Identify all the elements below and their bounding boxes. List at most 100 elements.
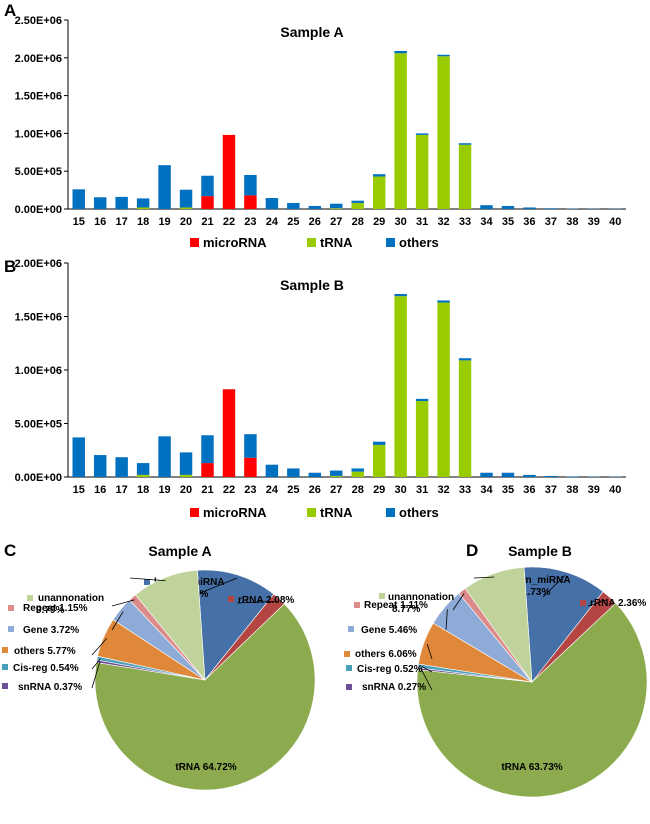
pie-c-leader-repeat	[111, 599, 135, 607]
chart-b-bar-others	[158, 436, 171, 477]
chart-a-bar-others	[437, 54, 450, 57]
chart-b-x-tick-label: 21	[201, 484, 213, 496]
chart-b-bar-others	[201, 435, 214, 464]
chart-a-x-tick-label: 17	[116, 216, 128, 228]
chart-a-x-tick-label: 38	[566, 216, 578, 228]
pie-d-pct-known-mirna: 11.73%	[517, 587, 550, 598]
pie-c-leader-snrna	[91, 661, 101, 689]
chart-b-x-tick-label: 32	[437, 484, 449, 496]
pie-c-slice-trna	[94, 603, 316, 791]
legend-a-others-label: others	[399, 235, 439, 250]
legend-a-microrna-swatch	[190, 238, 199, 247]
pie-d-label-known-mirna: known_miRNA	[500, 575, 571, 586]
pie-d-slice-trna	[416, 602, 648, 798]
chart-b-bar-microrna	[201, 463, 214, 477]
panel-letter-b: B	[4, 257, 16, 276]
chart-a-x-tick-label: 39	[588, 216, 600, 228]
chart-b-bar-others	[330, 470, 343, 476]
pie-d-label-others: others 6.06%	[355, 649, 417, 660]
chart-a-bar-others	[308, 205, 322, 209]
chart-a-x-tick-label: 15	[73, 216, 85, 228]
chart-b-x-tick-label: 37	[545, 484, 557, 496]
chart-a-x-tick-label: 37	[545, 216, 557, 228]
chart-b-bar-trna	[415, 401, 429, 477]
chart-a-bar-others	[544, 208, 558, 209]
chart-b-x-tick-label: 33	[459, 484, 471, 496]
pie-c-swatch-rrna	[228, 596, 234, 602]
legend-a-trna-swatch	[307, 238, 316, 247]
chart-b-bar-trna	[394, 296, 407, 477]
chart-a-x-tick-label: 25	[287, 216, 299, 228]
chart-b-bar-others	[480, 472, 493, 477]
chart-b-bar-others	[244, 434, 257, 458]
chart-a-bar-others	[244, 174, 257, 196]
chart-b-bar-trna	[179, 474, 193, 477]
legend-a-microrna-label: microRNA	[203, 235, 267, 250]
chart-a-bar-others	[330, 203, 343, 209]
chart-b-y-tick-label: 5.00E+05	[15, 419, 62, 431]
pie-c-leader-others	[91, 638, 107, 656]
pie-d-label-unannonation: unannonation	[388, 592, 454, 603]
chart-a-x-tick-label: 40	[609, 216, 621, 228]
chart-b-y-tick-label: 1.50E+06	[15, 312, 62, 324]
chart-a-bar-others	[201, 175, 214, 197]
chart-b-y-tick-label: 0.00E+00	[15, 472, 62, 484]
pie-c-swatch-unannonation	[27, 595, 33, 601]
pie-d-leader-cis-reg	[421, 665, 433, 673]
legend-a-others-swatch	[386, 238, 395, 247]
chart-a-x-tick-label: 32	[437, 216, 449, 228]
chart-a-bar-others	[523, 207, 536, 209]
chart-a-bar-microrna	[244, 195, 257, 209]
legend-b-microrna-swatch	[190, 508, 199, 517]
pie-d-swatch-repeat	[354, 602, 360, 608]
chart-b-bar-others	[566, 476, 579, 477]
chart-b-bar-trna	[458, 360, 472, 477]
chart-a-x-tick-label: 20	[180, 216, 192, 228]
chart-b-bar-others	[72, 437, 85, 477]
chart-b-bar-others	[265, 464, 279, 477]
pie-d-label-repeat: Repeat 1.11%	[364, 600, 428, 611]
legend-b-others-swatch	[386, 508, 395, 517]
chart-b-bar-microrna	[222, 389, 236, 477]
pie-d-label-cis-reg: Cis-reg 0.52%	[357, 664, 423, 675]
legend-b-others-label: others	[399, 505, 439, 520]
chart-b-y-tick-label: 2.00E+06	[15, 258, 62, 270]
chart-b-bar-others	[394, 294, 407, 297]
chart-a-x-tick-label: 30	[395, 216, 407, 228]
chart-b-plot: 0.00E+00 5.00E+05 1.00E+06 1.50E+06 2.00E+06…	[15, 258, 626, 496]
chart-a-y-tick-label: 1.00E+06	[15, 128, 62, 140]
pie-c-slice-unannonation	[135, 569, 206, 681]
legend-b-microrna-label: microRNA	[203, 505, 267, 520]
pie-d-pct-unannonation: 8.77%	[392, 604, 420, 615]
chart-a-plot: 0.00E+00 5.00E+05 1.00E+06 1.50E+06 2.00E+06…	[15, 15, 626, 228]
chart-a-bar-others	[93, 197, 107, 209]
pie-d-slice-unannonation	[464, 566, 533, 684]
pie-c-pct-unannonation: 9.79%	[36, 605, 64, 616]
pie-c-slice-known-mirna	[197, 569, 275, 681]
chart-b-bar-others	[136, 463, 150, 475]
pie-c-swatch-gene	[8, 626, 14, 632]
chart-b-x-tick-label: 29	[373, 484, 385, 496]
pie-c-label-cis-reg: Cis-reg 0.54%	[13, 663, 79, 674]
chart-b-bar-trna	[372, 444, 386, 477]
chart-a-bar-others	[179, 189, 193, 208]
pie-d-leader-rrna	[587, 599, 608, 607]
chart-b-x-tick-label: 40	[609, 484, 621, 496]
chart-b-bar-others	[351, 468, 364, 472]
chart-b-bar-others	[287, 468, 300, 477]
chart-b-x-tick-label: 22	[223, 484, 235, 496]
panel-letter-d: D	[466, 541, 478, 560]
chart-a-x-tick-label: 24	[266, 216, 279, 228]
chart-a-bar-trna	[394, 53, 407, 209]
chart-a-x-tick-label: 23	[244, 216, 256, 228]
chart-b-x-tick-label: 28	[352, 484, 364, 496]
chart-a-x-tick-label: 34	[480, 216, 493, 228]
pie-c-label-repeat: Repeat 1.15%	[23, 603, 88, 614]
chart-a-bar-trna	[136, 207, 150, 209]
chart-a-bar-trna	[179, 207, 193, 209]
pie-c-label-rrna: rRNA 2.08%	[238, 595, 294, 606]
chart-b-x-tick-label: 24	[266, 484, 279, 496]
chart-b-x-tick-label: 16	[94, 484, 106, 496]
pie-c-swatch-others	[2, 647, 8, 653]
